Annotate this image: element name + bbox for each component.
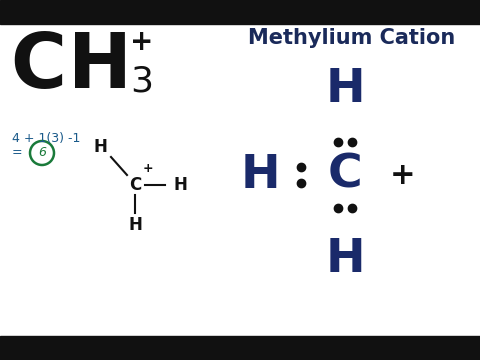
Text: H: H <box>68 30 132 104</box>
Text: H: H <box>325 68 365 112</box>
Text: 4 + 1(3) -1: 4 + 1(3) -1 <box>12 132 80 145</box>
Text: H: H <box>93 138 107 156</box>
Text: +: + <box>143 162 153 175</box>
Text: C: C <box>328 153 362 198</box>
Text: +: + <box>130 28 154 56</box>
Text: =: = <box>12 146 26 159</box>
Text: Methylium Cation: Methylium Cation <box>248 28 455 48</box>
Text: 6: 6 <box>38 147 46 159</box>
Bar <box>0 336 480 360</box>
Text: 3: 3 <box>130 65 153 99</box>
Text: H: H <box>325 238 365 283</box>
Text: +: + <box>390 161 416 189</box>
Text: H: H <box>240 153 280 198</box>
Bar <box>0 0 480 24</box>
Text: H: H <box>128 216 142 234</box>
Text: C: C <box>10 30 66 104</box>
Text: H: H <box>173 176 187 194</box>
Text: C: C <box>129 176 141 194</box>
